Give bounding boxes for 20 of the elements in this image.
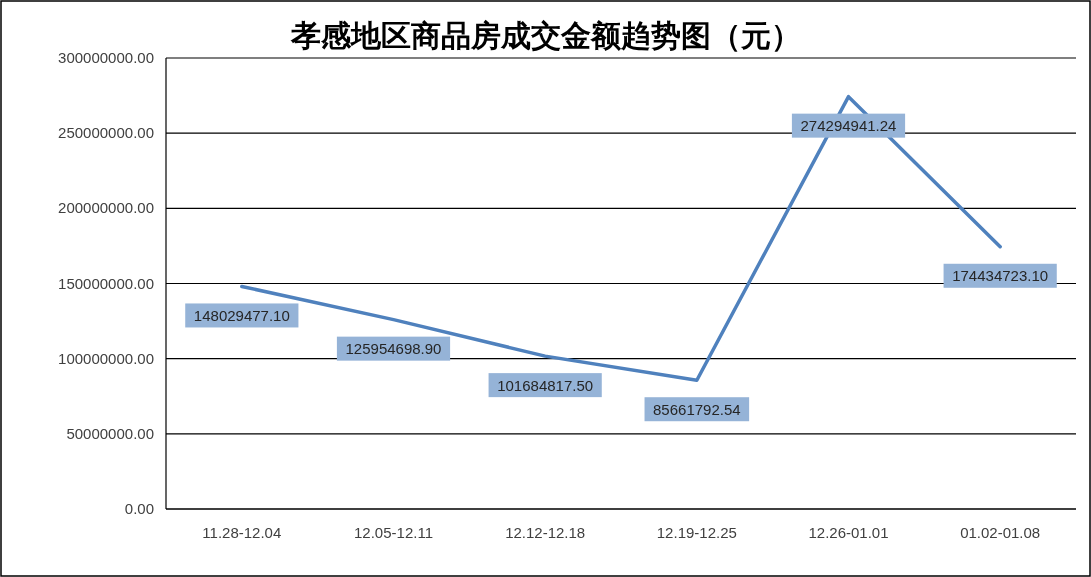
data-label: 125954698.90 bbox=[345, 340, 442, 358]
y-tick-label: 300000000.00 bbox=[58, 49, 154, 66]
y-tick-label: 150000000.00 bbox=[58, 274, 154, 292]
chart-title: 孝感地区商品房成交金额趋势图（元） bbox=[289, 18, 801, 53]
x-tick-label: 12.05-12.11 bbox=[354, 524, 433, 541]
y-tick-label: 50000000.00 bbox=[66, 424, 154, 442]
y-tick-label: 250000000.00 bbox=[58, 124, 154, 142]
data-label: 101684817.50 bbox=[497, 376, 594, 394]
x-tick-label: 12.12-12.18 bbox=[505, 524, 586, 541]
data-label: 148029477.10 bbox=[193, 306, 290, 324]
x-tick-label: 11.28-12.04 bbox=[202, 524, 282, 541]
data-label: 85661792.54 bbox=[653, 400, 741, 418]
x-tick-label: 01.02-01.08 bbox=[960, 524, 1041, 541]
data-label: 274294941.24 bbox=[800, 117, 897, 135]
y-tick-label: 0.00 bbox=[124, 500, 154, 517]
x-tick-label: 12.26-01.01 bbox=[808, 524, 889, 541]
y-tick-label: 200000000.00 bbox=[58, 199, 154, 217]
y-tick-label: 100000000.00 bbox=[58, 349, 154, 367]
data-label: 174434723.10 bbox=[952, 267, 1049, 285]
x-tick-label: 12.19-12.25 bbox=[656, 524, 737, 541]
